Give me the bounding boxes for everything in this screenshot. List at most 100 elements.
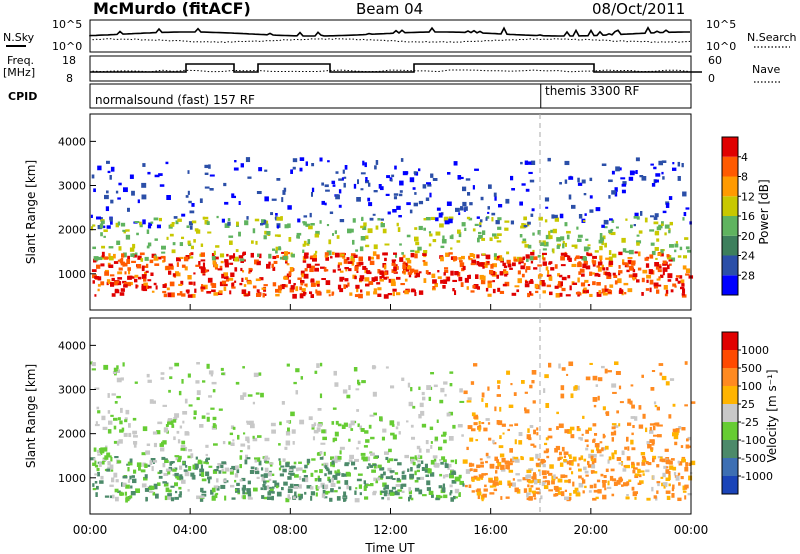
scatter-cell: [610, 231, 616, 236]
scatter-cell: [318, 478, 322, 482]
scatter-cell: [583, 246, 589, 252]
scatter-cell: [369, 217, 374, 221]
scatter-cell: [487, 261, 490, 264]
scatter-cell: [408, 490, 413, 495]
scatter-cell: [684, 466, 689, 472]
scatter-cell: [525, 281, 529, 284]
scatter-cell: [626, 262, 629, 268]
scatter-cell: [302, 260, 307, 263]
scatter-cell: [587, 464, 592, 468]
scatter-cell: [235, 488, 240, 493]
scatter-cell: [585, 447, 589, 451]
scatter-cell: [548, 472, 553, 476]
scatter-cell: [610, 431, 614, 436]
scatter-cell: [479, 222, 482, 225]
scatter-cell: [435, 231, 441, 236]
scatter-cell: [109, 217, 113, 222]
scatter-cell: [407, 382, 411, 388]
scatter-cell: [663, 485, 666, 489]
scatter-cell: [105, 206, 110, 212]
cpid-panel: CPID normalsound (fast) 157 RF themis 33…: [8, 83, 692, 109]
scatter-cell: [131, 475, 135, 478]
scatter-cell: [259, 277, 264, 281]
scatter-cell: [619, 401, 624, 404]
scatter-cell: [343, 182, 346, 188]
scatter-cell: [418, 489, 423, 495]
scatter-cell: [205, 471, 210, 477]
scatter-cell: [649, 429, 654, 434]
scatter-cell: [514, 487, 519, 493]
scatter-cell: [578, 214, 583, 219]
scatter-cell: [513, 392, 517, 396]
scatter-cell: [578, 475, 582, 479]
scatter-cell: [343, 491, 347, 496]
scatter-cell: [293, 496, 296, 499]
scatter-cell: [286, 363, 290, 367]
scatter-cell: [555, 476, 558, 479]
colorbar-swatch: [722, 275, 738, 295]
scatter-cell: [137, 255, 142, 260]
scatter-cell: [683, 212, 687, 217]
scatter-cell: [373, 412, 377, 416]
scatter-cell: [469, 253, 474, 258]
scatter-cell: [439, 399, 444, 404]
scatter-cell: [660, 252, 664, 257]
scatter-cell: [566, 230, 571, 234]
scatter-cell: [330, 256, 333, 259]
scatter-cell: [561, 276, 567, 281]
scatter-cell: [611, 437, 615, 442]
colorbar-swatch: [722, 196, 738, 216]
scatter-cell: [661, 458, 666, 463]
scatter-cell: [212, 389, 216, 393]
scatter-cell: [146, 229, 150, 234]
scatter-cell: [473, 475, 478, 480]
scatter-cell: [240, 443, 246, 447]
colorbar-tick-label: 8: [741, 171, 748, 184]
scatter-cell: [142, 219, 146, 225]
scatter-cell: [601, 365, 605, 369]
x-tick-label: 20:00: [574, 523, 609, 537]
scatter-cell: [360, 452, 366, 456]
scatter-cell: [589, 484, 594, 489]
scatter-cell: [324, 255, 328, 258]
scatter-cell: [608, 250, 612, 255]
scatter-cell: [496, 459, 500, 464]
scatter-cell: [385, 366, 389, 369]
scatter-cell: [392, 288, 397, 292]
scatter-cell: [97, 288, 100, 292]
scatter-cell: [193, 410, 197, 416]
scatter-cell: [601, 447, 604, 452]
scatter-cell: [321, 200, 326, 205]
scatter-cell: [360, 225, 364, 229]
scatter-cell: [371, 469, 376, 473]
scatter-cell: [242, 366, 245, 369]
scatter-cell: [379, 270, 384, 275]
date-title: 08/Oct/2011: [592, 0, 685, 18]
scatter-cell: [302, 249, 305, 254]
scatter-cell: [134, 278, 138, 283]
scatter-cell: [254, 218, 260, 222]
scatter-cell: [688, 462, 692, 466]
scatter-cell: [593, 471, 598, 474]
scatter-cell: [212, 423, 216, 429]
scatter-cell: [499, 453, 505, 458]
scatter-cell: [213, 292, 219, 296]
scatter-cell: [414, 487, 420, 492]
scatter-cell: [224, 467, 230, 472]
scatter-cell: [497, 255, 500, 259]
scatter-cell: [499, 435, 502, 440]
scatter-cell: [107, 170, 111, 174]
scatter-cell: [364, 277, 370, 282]
scatter-cell: [396, 477, 400, 481]
scatter-cell: [482, 230, 486, 235]
scatter-cell: [284, 224, 289, 229]
scatter-cell: [532, 474, 537, 479]
scatter-cell: [242, 495, 246, 500]
scatter-cell: [531, 208, 535, 212]
scatter-cell: [394, 472, 399, 475]
scatter-cell: [507, 465, 510, 470]
scatter-cell: [460, 282, 464, 288]
scatter-cell: [532, 492, 536, 497]
scatter-cell: [568, 479, 571, 484]
scatter-cell: [528, 171, 533, 175]
